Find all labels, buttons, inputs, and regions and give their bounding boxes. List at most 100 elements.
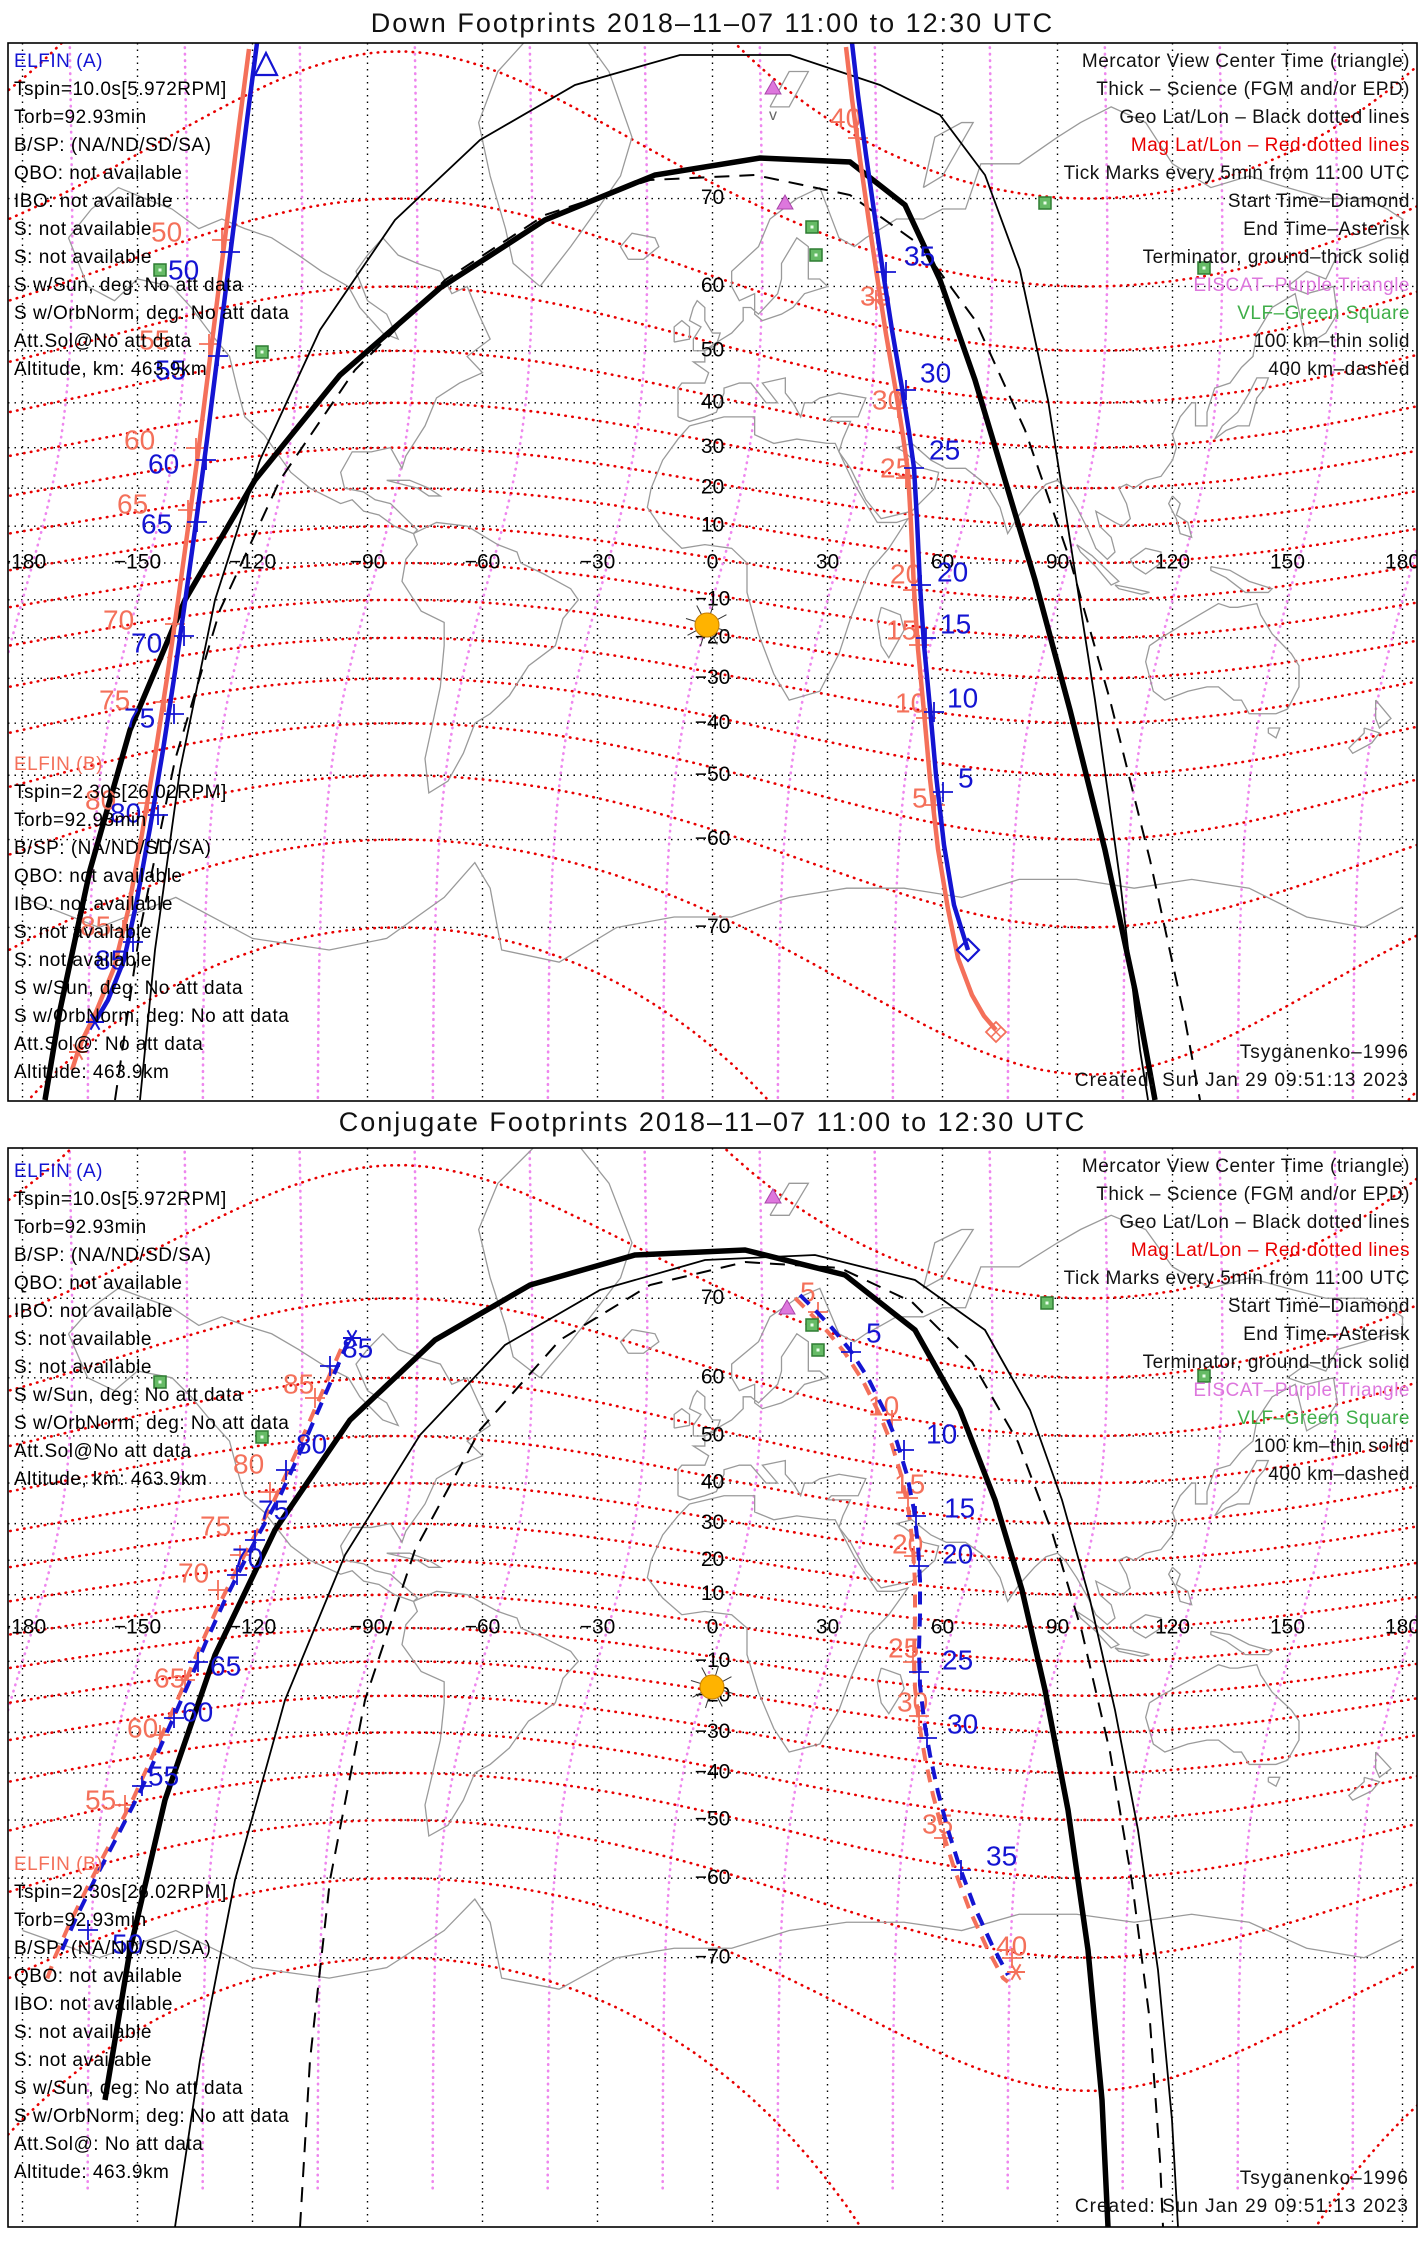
end-asterisk-icon: [89, 1013, 101, 1031]
info-line: QBO: not available: [14, 1966, 183, 1987]
track-minute-label: 70: [103, 604, 134, 635]
mag-lon-gridline: [431, 43, 534, 1101]
coastline-path: [1267, 727, 1281, 739]
mag-lat-gridline: [8, 50, 1417, 288]
info-line: Torb=92.93min: [14, 1217, 147, 1238]
track-minute-label: 70: [232, 1542, 263, 1573]
satellite-name-label: ELFIN (A): [14, 51, 103, 72]
info-line: Att.Sol@: No att data: [14, 2134, 204, 2155]
lon-label: 30: [816, 1616, 839, 1639]
track-minute-label: 65: [117, 488, 148, 519]
info-line: IBO: not available: [14, 1301, 173, 1322]
lon-label: 0: [707, 1616, 719, 1639]
coastline-path: [688, 1389, 722, 1437]
lon-label: 60: [931, 551, 954, 574]
sun-ray: [696, 605, 702, 615]
lat-label: 50: [701, 1424, 724, 1447]
coastline-path: [477, 43, 633, 287]
panel1-legend: Mercator View Center Time (triangle) Thic…: [1064, 48, 1410, 384]
track-minute-label: 10: [947, 682, 978, 713]
coastline-path: [1347, 727, 1381, 755]
lat-label: −10: [695, 587, 731, 610]
lat-label: 30: [701, 1511, 724, 1534]
coastline-path: [1347, 1776, 1381, 1802]
track-minute-label: 85: [80, 910, 111, 941]
end-asterisk-icon: [1010, 1963, 1022, 1981]
lat-label: −40: [695, 711, 731, 734]
lat-label: −10: [695, 1649, 731, 1672]
mag-lon-gridline: [776, 43, 879, 1101]
coastline-path: [1214, 377, 1270, 440]
mag-lat-gridline: [8, 1771, 1417, 1880]
info-line: B/SP: (NA/ND/SD/SA): [14, 1245, 212, 1266]
lat-label: −70: [695, 1945, 731, 1968]
legend-line: Tick Marks every 5min from 11:00 UTC: [1063, 163, 1410, 184]
mag-lat-gridline: [8, 721, 1417, 841]
lat-label: −60: [695, 1866, 731, 1889]
coastline-path: [619, 232, 660, 260]
sun-ray: [687, 630, 697, 636]
lat-label: 40: [701, 1471, 724, 1494]
track-minute-label: 75: [124, 702, 155, 733]
track-minute-label: 85: [283, 1368, 314, 1399]
terminator-ground-path: [102, 1247, 1111, 2227]
mag-lon-gridline: [86, 43, 189, 1101]
satellite-track-elfinA-conj-right: [798, 1293, 1010, 1976]
mag-lon-gridline: [1121, 43, 1224, 1101]
coastline-path: [769, 1182, 810, 1216]
track-minute-label: 65: [154, 1662, 185, 1693]
lat-label: 50: [701, 338, 724, 361]
lat-label: −30: [695, 1720, 731, 1743]
legend-line: 100 km–thin solid: [1253, 331, 1410, 352]
mag-lat-gridline: [8, 349, 1417, 449]
info-line: Att.Sol@: No att data: [14, 1034, 204, 1055]
track-minute-label: 15: [940, 608, 971, 639]
sun-ray: [722, 1676, 732, 1682]
lon-label: −30: [580, 551, 616, 574]
satellite-name-label: ELFIN (B): [14, 1854, 103, 1875]
track-minute-label: 75: [258, 1494, 289, 1525]
info-line: QBO: not available: [14, 1273, 183, 1294]
panel2-title: Conjugate Footprints 2018–11–07 11:00 to…: [338, 1107, 1087, 1137]
mag-lon-gridline: [1236, 1148, 1339, 2190]
start-time-diamond-icon: [984, 1020, 1008, 1044]
coastline-path: [1267, 1776, 1281, 1788]
info-line: S w/OrbNorm, deg: No att data: [14, 2106, 290, 2127]
coastline-path: [401, 1590, 580, 1838]
coastline-path: [1167, 1566, 1193, 1606]
lat-label: 60: [701, 274, 724, 297]
track-minute-label: 25: [888, 1632, 919, 1663]
panel2-elfin-a-info: ELFIN (A) Tspin=10.0s[5.972RPM] Torb=92.93…: [14, 1158, 289, 1494]
end-asterisk-icon: [346, 1329, 358, 1347]
lat-label: 40: [701, 390, 724, 413]
track-minute-label: 50: [112, 1928, 143, 1959]
mag-lon-gridline: [86, 1148, 189, 2190]
track-minute-label: 10: [926, 1418, 957, 1449]
lon-label: 60: [931, 1616, 954, 1639]
info-line: S w/Sun, deg: No att data: [14, 978, 244, 999]
coastline-path: [677, 1214, 1404, 1626]
track-minute-label: 55: [155, 354, 186, 385]
lat-label: −50: [695, 763, 731, 786]
info-line: Altitude: 463.9km: [14, 1062, 170, 1083]
panel1-created-timestamp: Created: Sun Jan 29 09:51:13 2023: [1074, 1070, 1409, 1091]
sun-ray: [712, 635, 718, 645]
sun-ray: [701, 1667, 707, 1677]
coastline-path: [922, 1228, 975, 1289]
info-line: S: not available: [14, 1357, 152, 1378]
mag-lat-gridline: [8, 285, 1417, 405]
diamond-x-mark: [990, 1026, 1002, 1038]
mag-lat-gridline: [8, 486, 1417, 565]
mag-lat-gridline: [8, 1163, 1417, 1380]
info-line: IBO: not available: [14, 894, 173, 915]
lon-label: 120: [1155, 551, 1190, 574]
lon-label: −150: [114, 1616, 161, 1639]
vlf-square-dot: [260, 1435, 264, 1439]
vlf-square-dot: [816, 1348, 820, 1352]
mag-lat-gridline: [8, 1731, 1417, 1822]
map-panel-2: −180 −150 −120 −90 −60 −30 0 30 60 90 120 150 180 70 6…: [8, 1148, 1417, 2227]
coastline-path: [1167, 495, 1193, 539]
panel2-legend: Mercator View Center Time (triangle) Thic…: [1064, 1153, 1410, 1489]
mag-lon-gridline: [431, 1148, 534, 2190]
info-line: S w/Sun, deg: No att data: [14, 1385, 244, 1406]
